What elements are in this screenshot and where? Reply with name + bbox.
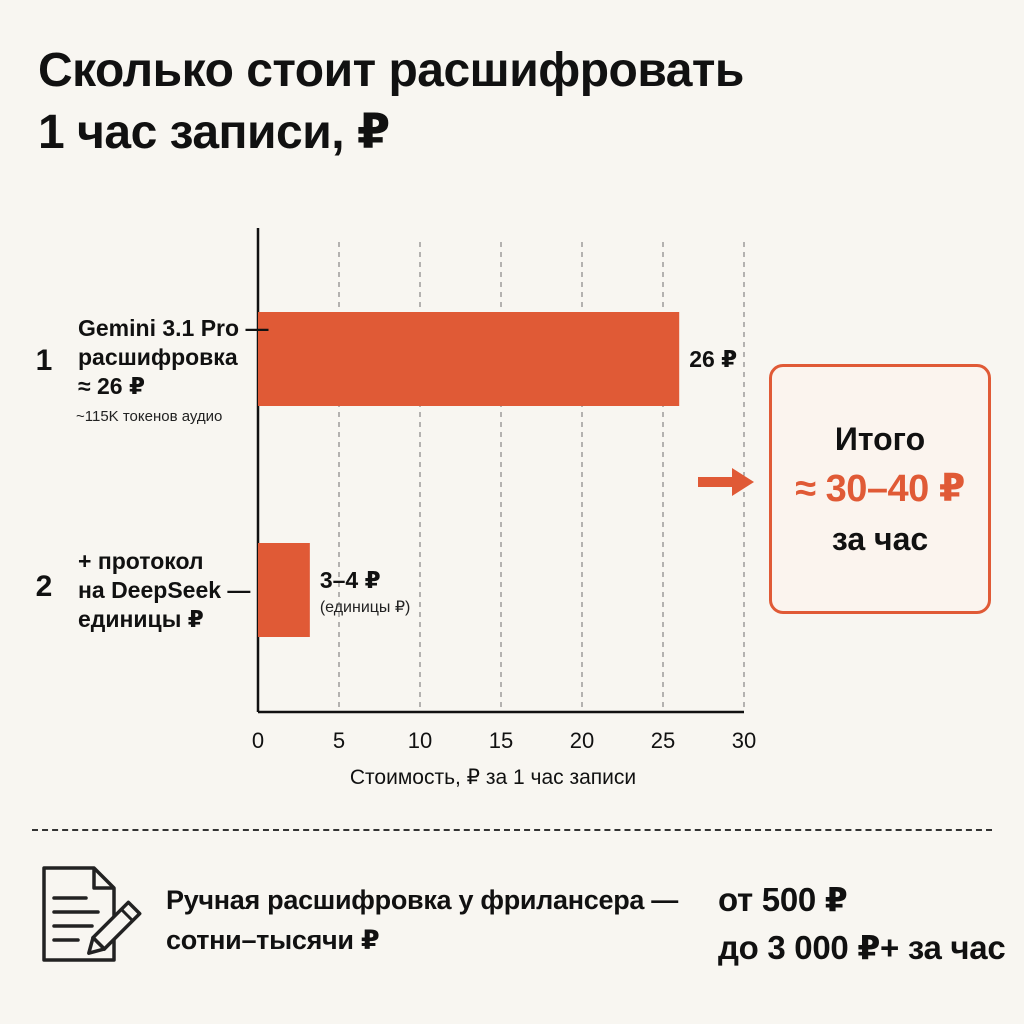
- x-tick-label: 20: [570, 728, 594, 753]
- section-divider: [32, 829, 992, 831]
- document-pen-icon: [42, 866, 142, 962]
- manual-transcription-text: Ручная расшифровка у фрилансера — сотни–…: [166, 880, 686, 960]
- total-value: ≈ 30–40 ₽: [795, 468, 965, 510]
- total-label: Итого: [834, 421, 926, 457]
- bar-value-label: 26 ₽: [689, 346, 737, 372]
- title-line-2: 1 час записи, ₽: [38, 106, 390, 159]
- total-unit: за час: [831, 521, 929, 557]
- category-label: расшифровка: [78, 344, 238, 370]
- x-tick-label: 0: [252, 728, 264, 753]
- category-label: Gemini 3.1 Pro —: [78, 315, 268, 341]
- x-tick-label: 10: [408, 728, 432, 753]
- bar-value-sublabel: (единицы ₽): [320, 599, 411, 616]
- total-box: Итого ≈ 30–40 ₽ за час: [769, 364, 991, 614]
- x-tick-label: 15: [489, 728, 513, 753]
- x-axis-label: Стоимость, ₽ за 1 час записи: [350, 766, 636, 789]
- manual-price-line-1: от 500 ₽: [718, 881, 848, 918]
- category-label: единицы ₽: [78, 606, 204, 632]
- x-tick-label: 25: [651, 728, 675, 753]
- manual-text-line-2: сотни–тысячи ₽: [166, 925, 380, 955]
- category-label: ≈ 26 ₽: [78, 373, 145, 399]
- bar-rank: 2: [36, 570, 53, 603]
- bar-chart: 0 5 10 15 20 25 30 Стоимость, ₽ за 1 час записи…: [36, 228, 756, 789]
- x-tick-label: 5: [333, 728, 345, 753]
- bar: [258, 312, 680, 406]
- category-label: на DeepSeek —: [78, 577, 250, 603]
- category-label: + протокол: [78, 548, 204, 574]
- bar-rank: 1: [36, 344, 53, 377]
- bar: [258, 543, 310, 637]
- x-tick-label: 30: [732, 728, 756, 753]
- arrow-right-icon: [698, 468, 754, 496]
- title-line-1: Сколько стоит расшифровать: [38, 44, 744, 97]
- bar-value-label: 3–4 ₽: [320, 567, 381, 593]
- manual-price: от 500 ₽ до 3 000 ₽+ за час: [718, 876, 1018, 972]
- manual-price-line-2: до 3 000 ₽+ за час: [718, 929, 1006, 966]
- page-title: Сколько стоит расшифровать 1 час записи,…: [38, 40, 938, 164]
- category-sublabel: ~115K токенов аудио: [76, 408, 222, 425]
- manual-text-line-1: Ручная расшифровка у фрилансера —: [166, 885, 678, 915]
